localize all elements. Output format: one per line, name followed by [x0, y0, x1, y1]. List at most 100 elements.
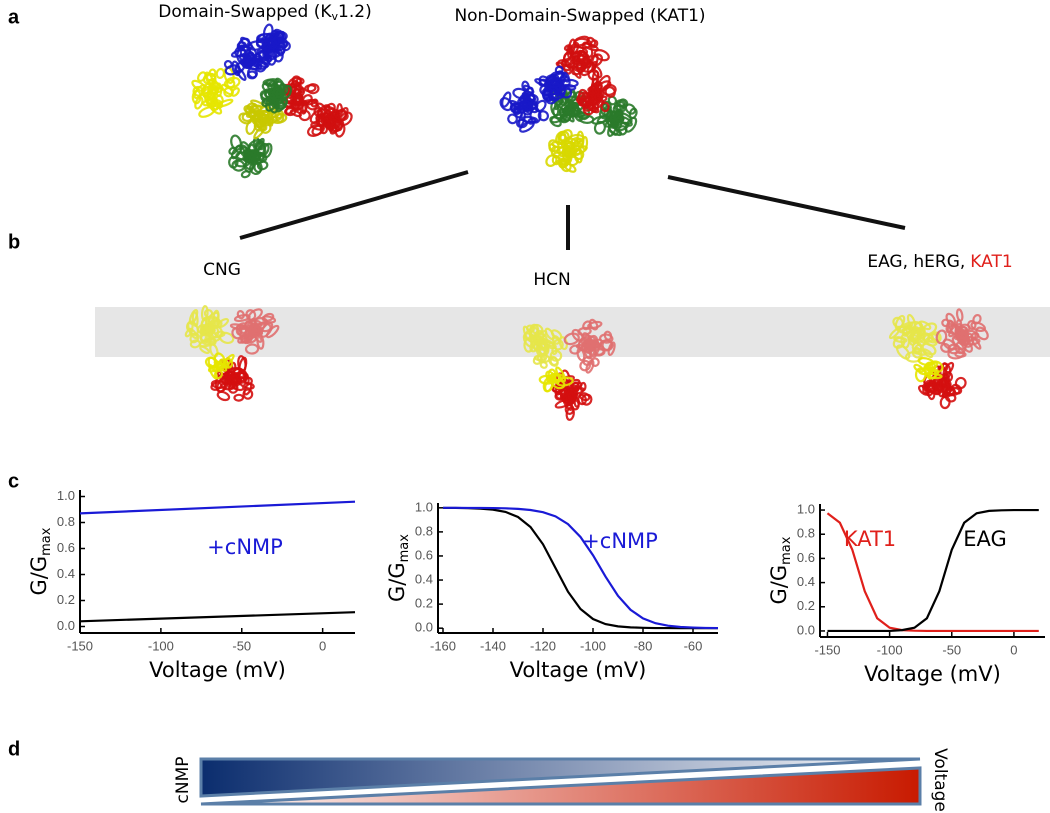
helix — [582, 355, 593, 366]
line-series — [827, 508, 1039, 633]
y-tick-label: 0.2 — [57, 592, 75, 607]
helix — [213, 360, 228, 370]
channel-label: EAG, hERG, KAT1 — [867, 252, 1012, 272]
helix — [262, 23, 274, 41]
x-axis-label: Voltage (mV) — [510, 658, 647, 682]
helix — [226, 375, 238, 390]
kat1-label: KAT1 — [970, 252, 1012, 272]
helix — [578, 88, 591, 106]
y-tick-label: 0.0 — [57, 618, 75, 633]
helix — [249, 317, 257, 336]
helix — [529, 107, 542, 124]
helix — [927, 333, 940, 344]
y-tick-label: 0.8 — [57, 514, 75, 529]
helix — [523, 338, 534, 353]
helix — [300, 98, 318, 106]
channel-label: CNG — [203, 260, 241, 280]
y-axis-label: G/Gmax — [27, 527, 54, 595]
helix — [581, 341, 594, 348]
x-tick-label: -150 — [814, 642, 840, 657]
line-series — [443, 506, 719, 630]
x-tick-label: -100 — [148, 638, 174, 653]
helix — [244, 159, 256, 171]
helix — [306, 99, 319, 111]
helix — [235, 66, 247, 81]
helix — [320, 114, 333, 126]
helix — [521, 99, 534, 112]
helix — [236, 47, 247, 64]
series-label: KAT1 — [844, 527, 896, 551]
x-tick-label: -50 — [942, 642, 961, 657]
helix — [593, 92, 603, 103]
helix — [959, 336, 973, 353]
voltage-gradient — [200, 766, 922, 806]
helix — [537, 340, 548, 351]
helix — [536, 341, 550, 357]
helix — [549, 349, 563, 362]
y-axis-label: G/Gmax — [767, 536, 794, 604]
line-series — [443, 506, 718, 630]
helix — [967, 320, 977, 331]
y-axis-label: G/Gmax — [385, 534, 412, 602]
helix — [954, 351, 967, 358]
helix — [247, 67, 258, 79]
helix — [588, 99, 597, 113]
helix — [233, 393, 245, 402]
helix — [189, 339, 201, 349]
helix — [252, 57, 263, 70]
charts: 0.0 0.2 0.4 0.6 0.8 1.0 -150 -100 -50 0 Voltage (m… — [27, 488, 1045, 686]
helix — [272, 47, 284, 63]
helix — [575, 60, 586, 71]
x-tick-label: -100 — [877, 642, 903, 657]
helix — [255, 60, 267, 73]
helix — [578, 114, 595, 124]
y-tick-label: 0.0 — [415, 620, 433, 635]
helix — [187, 320, 199, 336]
helix — [597, 74, 611, 92]
helix — [555, 366, 567, 383]
x-tick-label: -120 — [530, 638, 556, 653]
helix — [230, 134, 242, 151]
channel-label: HCN — [533, 270, 570, 290]
helix — [243, 54, 258, 64]
y-label-main: G/G — [27, 556, 51, 596]
y-label-main: G/G — [385, 562, 409, 602]
y-tick-label: 0.2 — [797, 598, 815, 613]
helix — [917, 357, 935, 367]
y-tick-label: 1.0 — [415, 499, 433, 514]
helix — [576, 111, 590, 119]
helix — [593, 344, 605, 356]
panel-label: b — [8, 231, 20, 253]
helix — [567, 155, 579, 167]
helix — [607, 341, 616, 357]
y-tick-label: 0.2 — [415, 596, 433, 611]
helix — [240, 170, 251, 179]
y-label-sub: max — [397, 534, 412, 563]
x-tick-label: 0 — [1010, 642, 1017, 657]
helix — [593, 49, 610, 62]
helix — [499, 97, 513, 112]
annotation: +cNMP — [582, 529, 658, 553]
helix — [307, 124, 323, 137]
helix — [198, 106, 216, 118]
helix — [231, 159, 246, 172]
helix — [194, 96, 204, 110]
line-series — [79, 500, 356, 515]
helix — [570, 137, 582, 146]
helix — [220, 83, 234, 96]
helix — [566, 45, 575, 62]
structure-title: Non-Domain-Swapped (KAT1) — [454, 6, 705, 26]
helix — [913, 363, 924, 373]
helix — [613, 100, 626, 112]
helix — [599, 333, 614, 344]
helix — [212, 325, 224, 339]
y-label-main: G/G — [767, 565, 791, 605]
helix — [939, 378, 950, 394]
structure-title: Domain-Swapped (Kv1.2) — [158, 2, 371, 23]
x-axis-label: Voltage (mV) — [864, 662, 1001, 686]
x-tick-label: -50 — [232, 638, 251, 653]
line-series — [826, 512, 1039, 633]
helix — [244, 106, 255, 114]
helix — [191, 79, 207, 93]
